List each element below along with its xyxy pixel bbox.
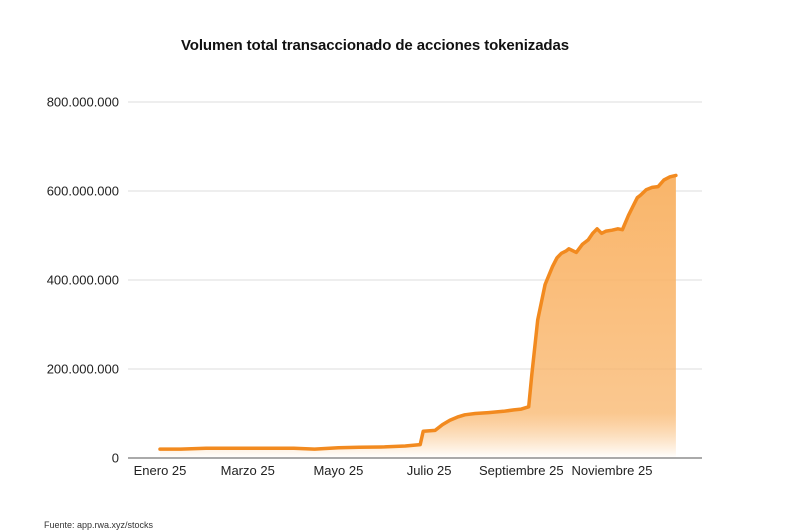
- y-tick-label: 600.000.000: [47, 184, 119, 199]
- x-tick-label: Julio 25: [407, 463, 452, 478]
- x-tick-label: Mayo 25: [313, 463, 363, 478]
- x-tick-label: Enero 25: [134, 463, 187, 478]
- x-tick-label: Septiembre 25: [479, 463, 564, 478]
- x-tick-label: Noviembre 25: [572, 463, 653, 478]
- source-note: Fuente: app.rwa.xyz/stocks: [44, 520, 154, 530]
- y-tick-label: 0: [112, 451, 119, 466]
- y-tick-label: 800.000.000: [47, 95, 119, 110]
- x-tick-label: Marzo 25: [221, 463, 275, 478]
- y-tick-label: 400.000.000: [47, 273, 119, 288]
- chart-title: Volumen total transaccionado de acciones…: [181, 37, 569, 54]
- axis-layer: 0 200.000.000 400.000.000 600.000.000 800.00…: [47, 95, 702, 478]
- y-tick-label: 200.000.000: [47, 362, 119, 377]
- area-layer: [158, 173, 678, 458]
- area-fill: [160, 175, 676, 458]
- series-line: [158, 173, 678, 451]
